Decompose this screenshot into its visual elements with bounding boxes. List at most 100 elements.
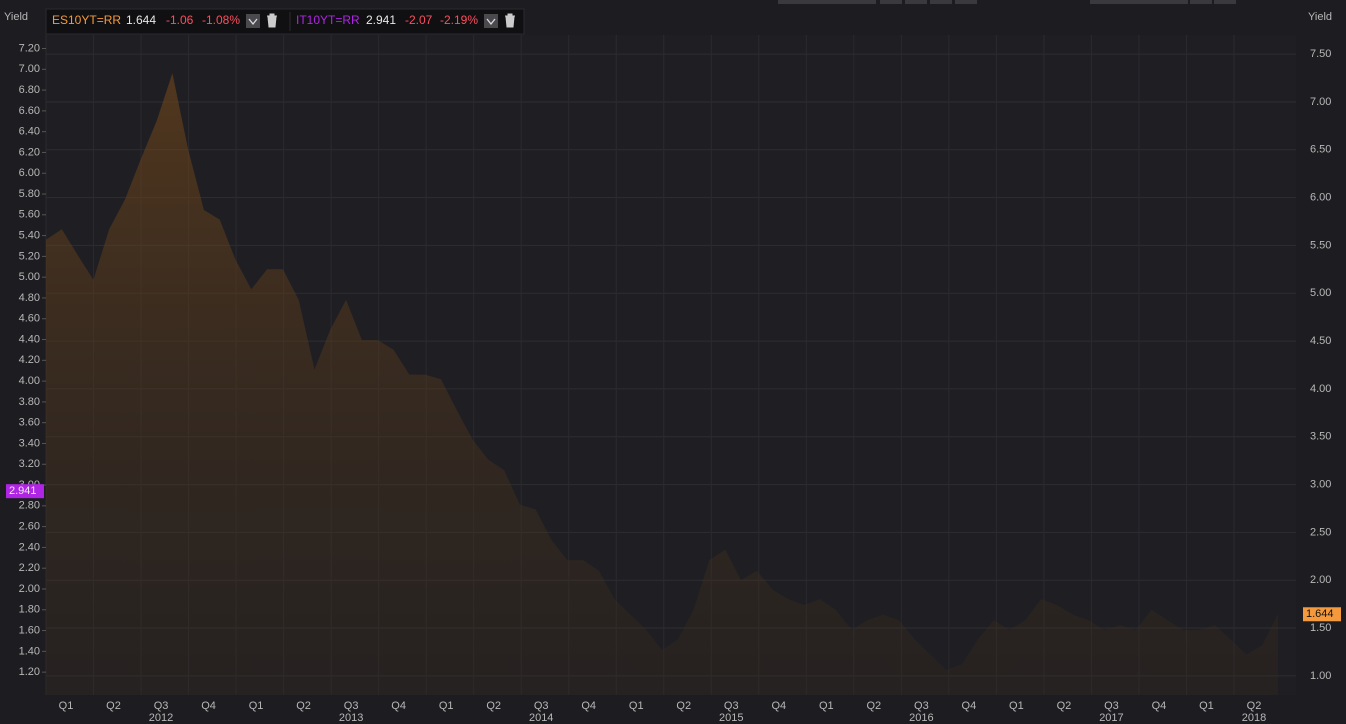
y-tick-label: 3.60 [19, 417, 40, 429]
toolbar-button[interactable] [880, 0, 902, 4]
x-tick-label: Q4 [1152, 700, 1167, 712]
x-tick-label: Q2 [296, 700, 311, 712]
legend-name: ES10YT=RR [52, 13, 121, 27]
series-area [46, 73, 1278, 696]
x-tick-label: Q3 [534, 700, 549, 712]
x-tick-label: Q1 [249, 700, 264, 712]
y-axis-label: Yield [4, 11, 28, 23]
y2-tick-label: 3.00 [1310, 478, 1331, 490]
x-tick-label: Q3 [154, 700, 169, 712]
y-tick-label: 6.60 [19, 105, 40, 117]
y-tick-label: 2.40 [19, 541, 40, 553]
x-tick-label: Q3 [1104, 700, 1119, 712]
y2-tick-label: 5.50 [1310, 239, 1331, 251]
x-tick-label: Q4 [771, 700, 786, 712]
legend-change: -1.06 [166, 13, 194, 27]
delete-icon[interactable] [505, 13, 515, 28]
y-tick-label: 2.80 [19, 500, 40, 512]
x-tick-label: Q2 [1057, 700, 1072, 712]
legend-name: IT10YT=RR [296, 13, 360, 27]
last-value-badge [6, 484, 44, 499]
last-value-label: 2.941 [9, 485, 37, 497]
legend-change-pct: -1.08% [202, 13, 240, 27]
y-tick-label: 4.40 [19, 333, 40, 345]
x-tick-label: Q4 [581, 700, 596, 712]
last-value-badge [1303, 607, 1341, 622]
y-tick-label: 1.40 [19, 645, 40, 657]
y-tick-label: 1.20 [19, 666, 40, 678]
dropdown-icon [248, 18, 258, 26]
y-tick-label: 4.20 [19, 354, 40, 366]
y-tick-label: 3.40 [19, 437, 40, 449]
x-tick-label: Q1 [819, 700, 834, 712]
y-tick-label: 7.20 [19, 42, 40, 54]
y-tick-label: 5.40 [19, 230, 40, 242]
y-tick-label: 4.00 [19, 375, 40, 387]
x-tick-label: Q2 [1247, 700, 1262, 712]
y-tick-label: 5.80 [19, 188, 40, 200]
y-tick-label: 2.20 [19, 562, 40, 574]
y-tick-label: 6.20 [19, 146, 40, 158]
toolbar-button[interactable] [1190, 0, 1212, 4]
x-tick-label: Q2 [866, 700, 881, 712]
y-tick-label: 5.00 [19, 271, 40, 283]
y-tick-label: 6.40 [19, 126, 40, 138]
y2-tick-label: 4.00 [1310, 383, 1331, 395]
legend-change: -2.07 [405, 13, 433, 27]
y-tick-label: 5.20 [19, 250, 40, 262]
y-tick-label: 7.00 [19, 63, 40, 75]
x-tick-label: Q3 [344, 700, 359, 712]
y2-tick-label: 5.00 [1310, 287, 1331, 299]
x-tick-label: Q1 [1009, 700, 1024, 712]
y-tick-label: 4.80 [19, 292, 40, 304]
toolbar-button[interactable] [1090, 0, 1188, 4]
x-tick-label: Q4 [391, 700, 406, 712]
delete-icon[interactable] [267, 13, 277, 28]
x-year-label: 2017 [1099, 712, 1123, 724]
toolbar-button[interactable] [1214, 0, 1236, 4]
plot [46, 73, 1278, 696]
x-tick-label: Q2 [676, 700, 691, 712]
x-year-label: 2018 [1242, 712, 1266, 724]
y2-tick-label: 4.50 [1310, 335, 1331, 347]
y-tick-label: 6.00 [19, 167, 40, 179]
legend-change-pct: -2.19% [440, 13, 478, 27]
y-tick-label: 1.80 [19, 604, 40, 616]
y-tick-label: 6.80 [19, 84, 40, 96]
x-tick-label: Q4 [962, 700, 977, 712]
y2-tick-label: 3.50 [1310, 431, 1331, 443]
toolbar-button[interactable] [930, 0, 952, 4]
y-tick-label: 1.60 [19, 624, 40, 636]
x-year-label: 2013 [339, 712, 363, 724]
toolbar-button[interactable] [905, 0, 927, 4]
y2-tick-label: 6.50 [1310, 144, 1331, 156]
legend-value: 1.644 [126, 13, 156, 27]
last-value-label: 1.644 [1306, 608, 1334, 620]
y2-tick-label: 1.00 [1310, 670, 1331, 682]
x-tick-label: Q2 [486, 700, 501, 712]
x-tick-label: Q3 [724, 700, 739, 712]
y-tick-label: 3.80 [19, 396, 40, 408]
y2-axis-label: Yield [1308, 11, 1332, 23]
x-tick-label: Q1 [1199, 700, 1214, 712]
y2-tick-label: 7.50 [1310, 48, 1331, 60]
y2-tick-label: 2.00 [1310, 574, 1331, 586]
legend-dropdown[interactable] [246, 14, 260, 28]
x-year-label: 2014 [529, 712, 553, 724]
toolbar-button[interactable] [778, 0, 876, 4]
legend: ES10YT=RR 1.644 -1.06 -1.08% IT10YT=RR 2… [45, 8, 525, 35]
y2-tick-label: 6.00 [1310, 192, 1331, 204]
y-tick-label: 5.60 [19, 209, 40, 221]
x-year-label: 2016 [909, 712, 933, 724]
toolbar-button[interactable] [955, 0, 977, 4]
legend-value: 2.941 [366, 13, 396, 27]
x-tick-label: Q4 [201, 700, 216, 712]
legend-box [45, 8, 525, 35]
x-tick-label: Q1 [629, 700, 644, 712]
x-year-label: 2012 [149, 712, 173, 724]
y-tick-label: 3.20 [19, 458, 40, 470]
legend-dropdown[interactable] [484, 14, 498, 28]
y-tick-label: 4.60 [19, 313, 40, 325]
